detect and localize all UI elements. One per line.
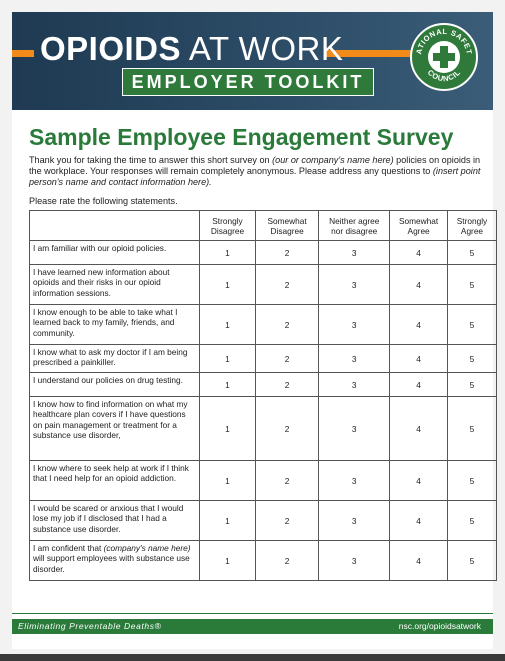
rating-option-5[interactable]: 5 — [446, 396, 498, 461]
header-statement — [29, 210, 200, 241]
table-row: I know enough to be able to take what I … — [29, 304, 498, 345]
rating-option-5[interactable]: 5 — [446, 500, 498, 541]
statement-cell: I have learned new information about opi… — [29, 264, 200, 305]
rating-option-5[interactable]: 5 — [446, 372, 498, 397]
statement-placeholder: (company's name here) — [103, 543, 191, 553]
rating-option-4[interactable]: 4 — [389, 396, 448, 461]
statement-cell: I am familiar with our opioid policies. — [29, 240, 200, 265]
statement-cell: I know how to find information on what m… — [29, 396, 200, 461]
table-row: I know where to seek help at work if I t… — [29, 460, 498, 501]
rating-option-1[interactable]: 1 — [199, 460, 256, 501]
statement-cell: I understand our policies on drug testin… — [29, 372, 200, 397]
header-strongly-disagree: Strongly Disagree — [199, 210, 256, 241]
header-neither: Neither agree nor disagree — [318, 210, 391, 241]
rating-option-5[interactable]: 5 — [446, 304, 498, 345]
rate-prompt: Please rate the following statements. — [29, 196, 178, 206]
rating-option-2[interactable]: 2 — [254, 304, 320, 345]
statement-cell: I know where to seek help at work if I t… — [29, 460, 200, 501]
rating-option-4[interactable]: 4 — [389, 540, 448, 581]
rating-option-3[interactable]: 3 — [318, 264, 391, 305]
rating-option-4[interactable]: 4 — [389, 460, 448, 501]
statement-cell: I know enough to be able to take what I … — [29, 304, 200, 345]
rating-option-2[interactable]: 2 — [254, 460, 320, 501]
viewer-bottom-band — [0, 654, 505, 661]
rating-option-5[interactable]: 5 — [446, 460, 498, 501]
rating-option-5[interactable]: 5 — [446, 264, 498, 305]
footer-tagline: Eliminating Preventable Deaths® — [18, 621, 162, 631]
statement-cell: I am confident that (company's name here… — [29, 540, 200, 581]
rating-option-2[interactable]: 2 — [254, 264, 320, 305]
rating-option-5[interactable]: 5 — [446, 344, 498, 373]
rating-option-1[interactable]: 1 — [199, 264, 256, 305]
rating-option-2[interactable]: 2 — [254, 344, 320, 373]
footer-bar: Eliminating Preventable Deaths® nsc.org/… — [12, 619, 493, 634]
document-page: OPIOIDS AT WORK EMPLOYER TOOLKIT NATIONA… — [12, 12, 498, 649]
rating-option-1[interactable]: 1 — [199, 344, 256, 373]
rating-option-4[interactable]: 4 — [389, 264, 448, 305]
survey-table-body: I am familiar with our opioid policies. 1… — [29, 240, 498, 581]
intro-text-1: Thank you for taking the time to answer … — [29, 155, 273, 165]
rating-option-1[interactable]: 1 — [199, 540, 256, 581]
rating-option-5[interactable]: 5 — [446, 540, 498, 581]
statement-text-post: will support employees with substance us… — [33, 553, 190, 574]
survey-table: Strongly Disagree Somewhat Disagree Neit… — [29, 210, 498, 581]
rating-option-5[interactable]: 5 — [446, 240, 498, 265]
footer-url[interactable]: nsc.org/opioidsatwork — [398, 621, 481, 631]
rating-option-4[interactable]: 4 — [389, 240, 448, 265]
statement-cell: I know what to ask my doctor if I am bei… — [29, 344, 200, 373]
intro-placeholder-company: (our or company's name here) — [272, 155, 394, 165]
orange-stripe-right — [324, 50, 454, 57]
rating-option-3[interactable]: 3 — [318, 500, 391, 541]
banner-title-light: AT WORK — [181, 30, 344, 67]
rating-option-1[interactable]: 1 — [199, 500, 256, 541]
banner-subtitle: EMPLOYER TOOLKIT — [122, 68, 374, 96]
svg-text:COUNCIL: COUNCIL — [426, 68, 463, 83]
banner-title-bold: OPIOIDS — [40, 30, 182, 67]
rating-option-2[interactable]: 2 — [254, 540, 320, 581]
table-row: I understand our policies on drug testin… — [29, 372, 498, 397]
rating-option-1[interactable]: 1 — [199, 240, 256, 265]
nsc-seal-logo: NATIONAL SAFETY COUNCIL — [409, 22, 478, 91]
rating-option-2[interactable]: 2 — [254, 240, 320, 265]
header-banner: OPIOIDS AT WORK EMPLOYER TOOLKIT NATIONA… — [12, 12, 493, 110]
survey-title: Sample Employee Engagement Survey — [29, 124, 454, 150]
rating-option-1[interactable]: 1 — [199, 396, 256, 461]
table-row: I am familiar with our opioid policies. 1… — [29, 240, 498, 265]
statement-text-pre: I am confident that — [33, 543, 104, 553]
rating-option-3[interactable]: 3 — [318, 540, 391, 581]
rating-option-3[interactable]: 3 — [318, 240, 391, 265]
intro-text-2: policies on opioids in the workplace. Yo… — [29, 155, 481, 177]
header-strongly-agree: Strongly Agree — [446, 210, 498, 241]
intro-placeholder-contact: (insert point person's name and contact … — [29, 166, 481, 188]
intro-paragraph: Thank you for taking the time to answer … — [29, 155, 484, 189]
header-somewhat-disagree: Somewhat Disagree — [254, 210, 320, 241]
header-somewhat-agree: Somewhat Agree — [389, 210, 448, 241]
footer-rule — [12, 613, 493, 614]
rating-option-4[interactable]: 4 — [389, 500, 448, 541]
rating-option-1[interactable]: 1 — [199, 304, 256, 345]
rating-option-3[interactable]: 3 — [318, 372, 391, 397]
rating-option-4[interactable]: 4 — [389, 372, 448, 397]
table-row: I am confident that (company's name here… — [29, 540, 498, 581]
table-row: I have learned new information about opi… — [29, 264, 498, 305]
orange-stripe-left — [12, 50, 34, 57]
table-row: I would be scared or anxious that I woul… — [29, 500, 498, 541]
table-row: I know what to ask my doctor if I am bei… — [29, 344, 498, 373]
rating-option-2[interactable]: 2 — [254, 500, 320, 541]
rating-option-2[interactable]: 2 — [254, 372, 320, 397]
rating-option-3[interactable]: 3 — [318, 344, 391, 373]
rating-option-3[interactable]: 3 — [318, 304, 391, 345]
table-row: I know how to find information on what m… — [29, 396, 498, 461]
rating-option-4[interactable]: 4 — [389, 304, 448, 345]
rating-option-3[interactable]: 3 — [318, 396, 391, 461]
rating-option-1[interactable]: 1 — [199, 372, 256, 397]
rating-option-2[interactable]: 2 — [254, 396, 320, 461]
banner-title: OPIOIDS AT WORK — [40, 30, 343, 68]
rating-option-4[interactable]: 4 — [389, 344, 448, 373]
rating-option-3[interactable]: 3 — [318, 460, 391, 501]
table-header-row: Strongly Disagree Somewhat Disagree Neit… — [29, 210, 498, 241]
statement-cell: I would be scared or anxious that I woul… — [29, 500, 200, 541]
